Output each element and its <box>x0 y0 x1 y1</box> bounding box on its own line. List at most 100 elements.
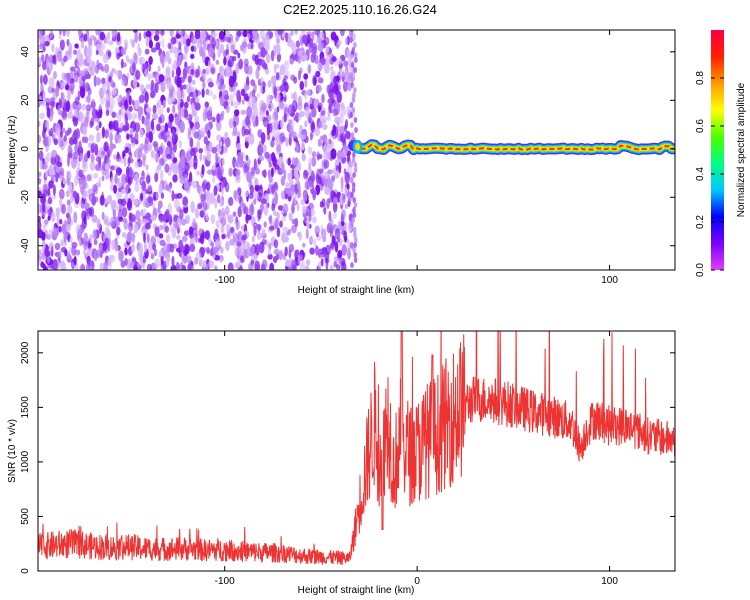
noise-cell <box>285 32 292 43</box>
noise-cell <box>310 132 313 141</box>
noise-cell <box>241 41 248 48</box>
noise-cell <box>232 120 237 128</box>
noise-cell <box>109 97 115 109</box>
noise-cell <box>66 190 70 198</box>
noise-cell <box>220 217 227 227</box>
noise-cell <box>344 70 349 82</box>
noise-cell <box>294 217 299 228</box>
noise-cell <box>78 169 84 178</box>
noise-cell <box>131 257 137 263</box>
noise-cell <box>134 99 139 110</box>
noise-cell <box>259 30 265 40</box>
noise-cell <box>178 167 182 180</box>
noise-cell <box>191 79 196 86</box>
noise-cell <box>157 164 162 171</box>
noise-cell <box>211 165 216 171</box>
snr-x-ticks: -100 0 100 <box>215 331 618 587</box>
noise-cell <box>274 217 279 230</box>
noise-cell <box>59 174 63 182</box>
noise-cell <box>38 59 42 66</box>
noise-cell <box>195 69 200 78</box>
noise-cell <box>152 104 157 115</box>
noise-cell <box>308 175 315 188</box>
noise-edge-cell <box>350 82 354 88</box>
noise-cell <box>329 217 334 228</box>
noise-cell <box>181 235 188 242</box>
noise-cell <box>73 108 79 118</box>
noise-cell <box>146 233 150 244</box>
noise-cell <box>345 119 348 129</box>
noise-cell <box>257 232 261 241</box>
colorbar-tick-label: 0.2 <box>695 215 706 229</box>
noise-cell <box>154 82 159 94</box>
noise-cell <box>47 215 51 221</box>
noise-cell <box>237 52 241 59</box>
noise-cell <box>225 104 230 114</box>
noise-cell <box>282 203 289 214</box>
noise-cell <box>200 30 207 42</box>
noise-cell <box>144 91 149 104</box>
noise-cell <box>324 187 329 194</box>
noise-cell <box>191 221 198 229</box>
noise-cell <box>60 239 64 247</box>
snr-y-label: SNR (10 * v/v) <box>7 419 18 483</box>
noise-cell <box>183 230 190 237</box>
noise-cell <box>65 130 70 136</box>
noise-cell <box>321 93 325 104</box>
noise-cell <box>236 30 242 37</box>
noise-cell <box>214 228 219 240</box>
noise-cell <box>124 113 128 126</box>
noise-cell <box>96 249 100 259</box>
noise-cell <box>188 92 195 97</box>
noise-cell <box>302 191 308 202</box>
noise-cell <box>244 190 249 197</box>
noise-cell <box>184 181 190 192</box>
noise-cell <box>239 160 244 168</box>
noise-cell <box>116 96 122 103</box>
noise-edge-cell <box>352 227 357 233</box>
noise-cell <box>244 84 250 91</box>
noise-cell <box>300 134 307 140</box>
noise-cell <box>124 247 128 256</box>
noise-cell <box>189 137 194 149</box>
noise-cell <box>66 51 73 60</box>
noise-cell <box>284 246 288 257</box>
noise-cell <box>196 170 200 176</box>
noise-cell <box>344 235 348 243</box>
noise-cell <box>42 242 46 251</box>
noise-cell <box>232 231 237 237</box>
noise-cell <box>124 258 128 266</box>
noise-cell <box>179 120 185 133</box>
noise-cell <box>227 214 234 224</box>
noise-cell <box>221 233 226 240</box>
noise-cell <box>83 179 87 188</box>
noise-cell <box>104 63 110 74</box>
noise-cell <box>175 261 180 270</box>
spectrogram-x-label: Height of straight line (km) <box>298 285 415 296</box>
noise-cell <box>72 151 79 160</box>
noise-cell <box>95 156 102 163</box>
noise-cell <box>134 33 139 44</box>
noise-cell <box>150 253 155 260</box>
noise-cell <box>48 242 54 251</box>
noise-cell <box>289 58 294 65</box>
noise-cell <box>317 138 322 147</box>
noise-edge-cell <box>353 42 357 48</box>
noise-cell <box>65 232 71 240</box>
noise-cell <box>278 250 284 261</box>
noise-cell <box>145 164 149 171</box>
noise-cell <box>347 247 351 260</box>
noise-cell <box>127 156 131 167</box>
noise-cell <box>77 30 83 36</box>
noise-cell <box>167 81 173 90</box>
noise-cell <box>237 131 241 138</box>
noise-cell <box>69 236 73 244</box>
noise-cell <box>313 76 317 86</box>
noise-cell <box>83 33 88 42</box>
noise-cell <box>150 150 155 159</box>
noise-cell <box>267 253 273 260</box>
noise-cell <box>83 249 87 257</box>
noise-cell <box>63 55 68 63</box>
noise-cell <box>225 223 231 232</box>
noise-cell <box>301 34 308 44</box>
